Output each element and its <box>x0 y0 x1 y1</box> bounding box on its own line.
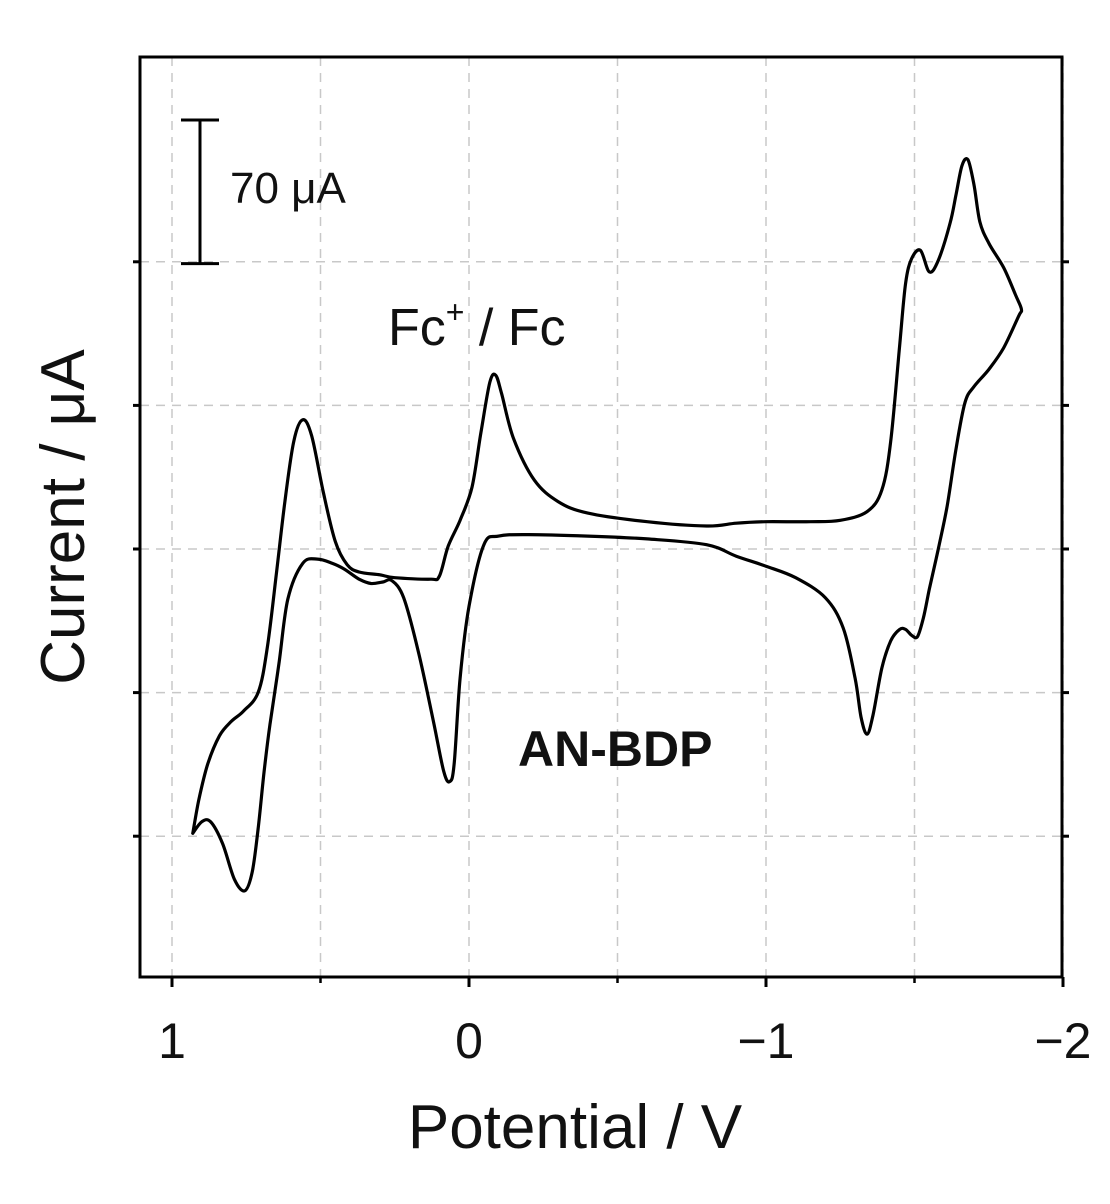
fc-annotation-superscript: + <box>446 294 465 330</box>
x-tick-label: 0 <box>455 1013 483 1069</box>
scale-bar-label: 70 μA <box>230 164 347 213</box>
axis-ticks: 1 0 −1 −2 <box>133 260 1092 1069</box>
grid-lines <box>140 57 1064 977</box>
y-axis-title: Current / μA <box>29 349 98 685</box>
fc-annotation: Fc+ / Fc <box>388 294 566 357</box>
scale-bar: 70 μA <box>181 118 347 266</box>
x-axis-title: Potential / V <box>408 1093 743 1162</box>
x-tick-label: −1 <box>737 1013 794 1069</box>
fc-annotation-tail: / Fc <box>464 299 565 357</box>
x-tick-label: −2 <box>1034 1013 1091 1069</box>
fc-annotation-main: Fc <box>388 299 446 357</box>
x-tick-label: 1 <box>158 1013 186 1069</box>
compound-label: AN-BDP <box>518 721 712 777</box>
plot-frame <box>138 55 1064 979</box>
series-line <box>191 157 1024 893</box>
